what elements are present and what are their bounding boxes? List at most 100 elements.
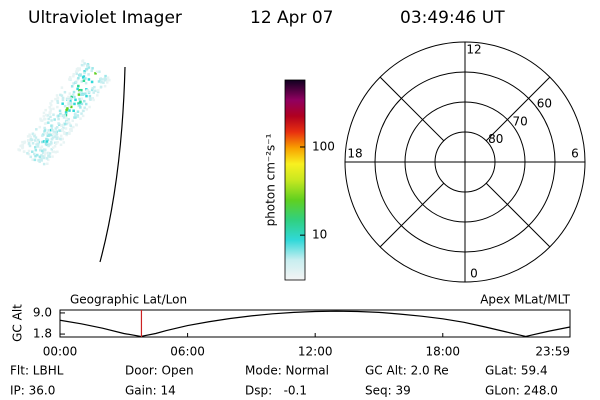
aurora-pixel bbox=[90, 69, 93, 73]
aurora-pixel bbox=[39, 146, 42, 150]
aurora-pixel bbox=[74, 112, 77, 115]
aurora-pixel bbox=[47, 121, 50, 124]
aurora-pixel bbox=[70, 129, 73, 133]
aurora-pixel bbox=[51, 129, 54, 132]
aurora-pixel bbox=[67, 95, 70, 99]
aurora-pixel bbox=[84, 92, 87, 95]
aurora-pixel bbox=[105, 78, 108, 81]
aurora-pixel bbox=[43, 154, 46, 158]
aurora-pixel bbox=[31, 150, 34, 153]
aurora-pixel bbox=[53, 118, 56, 121]
aurora-pixel bbox=[22, 150, 26, 153]
aurora-pixel bbox=[34, 136, 38, 139]
aurora-pixel bbox=[69, 99, 72, 103]
mlt-label: 0 bbox=[470, 267, 478, 281]
aurora-pixel bbox=[96, 90, 100, 94]
aurora-pixel bbox=[34, 154, 37, 158]
aurora-pixel bbox=[56, 96, 59, 100]
aurora-pixel bbox=[52, 150, 56, 153]
aurora-pixel bbox=[101, 78, 104, 81]
aurora-pixel bbox=[58, 123, 61, 126]
status-field: Seq: 39 bbox=[365, 384, 411, 398]
aurora-pixel bbox=[70, 102, 73, 106]
aurora-pixel bbox=[76, 69, 79, 72]
aurora-pixel bbox=[106, 76, 110, 79]
aurora-pixel bbox=[55, 126, 59, 129]
aurora-pixel bbox=[76, 78, 80, 81]
aurora-pixel bbox=[44, 148, 47, 152]
aurora-pixel bbox=[92, 91, 95, 94]
x-tick-label: 00:00 bbox=[43, 345, 78, 359]
status-field: GLon: 248.0 bbox=[485, 384, 558, 398]
aurora-pixel bbox=[62, 141, 66, 144]
aurora-pixel bbox=[48, 143, 52, 146]
aurora-pixel bbox=[87, 78, 91, 81]
aurora-pixel bbox=[106, 78, 110, 81]
aurora-pixel bbox=[87, 73, 90, 76]
aurora-pixel bbox=[28, 144, 32, 148]
aurora-pixel bbox=[38, 155, 42, 159]
aurora-pixel bbox=[42, 140, 46, 143]
aurora-pixel bbox=[70, 95, 73, 99]
mlt-label: 18 bbox=[347, 147, 362, 161]
y-tick-label: 9.0 bbox=[33, 305, 52, 319]
y-tick-label: 1.8 bbox=[33, 327, 52, 341]
aurora-pixel bbox=[56, 140, 59, 144]
aurora-pixel bbox=[43, 152, 47, 156]
aurora-pixel bbox=[69, 97, 73, 100]
aurora-pixel bbox=[62, 130, 66, 134]
aurora-pixel bbox=[36, 142, 40, 146]
colorbar-label: photon cm⁻²s⁻¹ bbox=[264, 133, 278, 226]
aurora-pixel bbox=[59, 137, 62, 141]
aurora-pixel bbox=[65, 132, 69, 135]
aurora-pixel bbox=[56, 150, 59, 153]
aurora-pixel bbox=[45, 121, 48, 125]
aurora-pixel bbox=[59, 143, 63, 147]
aurora-pixel bbox=[75, 72, 78, 76]
aurora-pixel bbox=[48, 152, 52, 155]
aurora-pixel bbox=[61, 128, 64, 131]
aurora-pixel bbox=[67, 103, 71, 106]
aurora-pixel bbox=[41, 155, 45, 158]
aurora-pixel bbox=[58, 129, 61, 132]
aurora-pixel bbox=[54, 130, 57, 134]
latitude-label: 60 bbox=[537, 97, 552, 111]
aurora-pixel bbox=[54, 97, 57, 101]
aurora-pixel bbox=[42, 156, 46, 160]
mlt-spoke bbox=[485, 182, 551, 248]
aurora-pixel bbox=[56, 99, 59, 103]
aurora-pixel bbox=[70, 127, 73, 130]
aurora-pixel bbox=[28, 134, 32, 137]
time: 03:49:46 UT bbox=[400, 8, 505, 28]
mlt-label: 12 bbox=[466, 43, 481, 57]
altitude-line bbox=[59, 310, 571, 338]
status-field: IP: 36.0 bbox=[10, 384, 55, 398]
aurora-pixel bbox=[90, 88, 94, 92]
aurora-pixel bbox=[59, 114, 63, 118]
aurora-pixel bbox=[34, 148, 38, 152]
aurora-pixel bbox=[72, 90, 76, 94]
aurora-pixel bbox=[103, 77, 107, 80]
aurora-pixel bbox=[56, 101, 60, 105]
date: 12 Apr 07 bbox=[250, 8, 333, 28]
aurora-pixel bbox=[63, 114, 66, 117]
aurora-pixel bbox=[94, 89, 97, 93]
aurora-pixel bbox=[85, 94, 88, 98]
aurora-pixel bbox=[73, 95, 76, 99]
aurora-pixel bbox=[80, 63, 84, 67]
aurora-pixel bbox=[65, 122, 68, 126]
aurora-pixel bbox=[78, 104, 81, 107]
aurora-pixel bbox=[44, 113, 48, 117]
aurora-pixel bbox=[66, 102, 70, 105]
y-axis-label: GC Alt bbox=[11, 304, 25, 342]
aurora-pixel bbox=[51, 155, 54, 158]
aurora-pixel bbox=[40, 157, 43, 161]
aurora-pixel bbox=[49, 103, 53, 107]
timeline-frame bbox=[59, 309, 571, 338]
aurora-pixel bbox=[55, 136, 59, 139]
aurora-pixel bbox=[67, 121, 71, 125]
aurora-pixel bbox=[49, 107, 52, 111]
aurora-pixel bbox=[69, 124, 72, 128]
aurora-pixel bbox=[67, 117, 70, 121]
aurora-pixel bbox=[80, 97, 84, 100]
